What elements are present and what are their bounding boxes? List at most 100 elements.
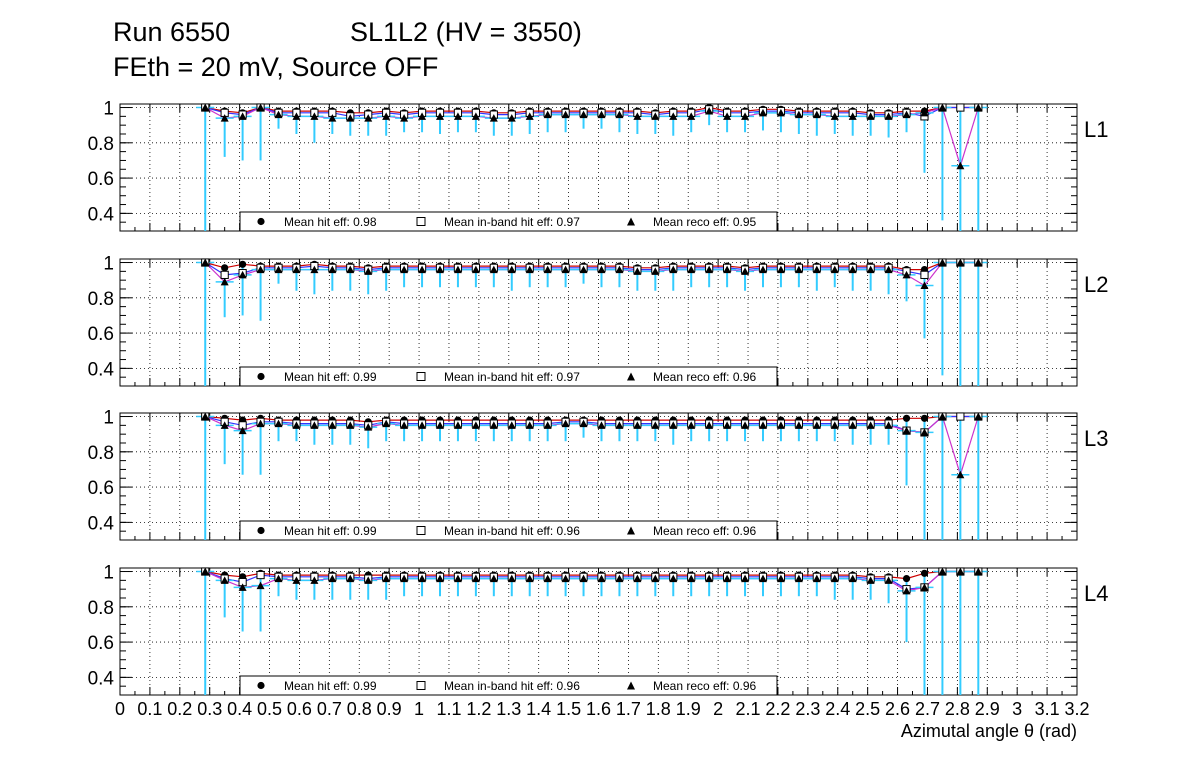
x-tick-label: 1.1	[436, 699, 461, 719]
reco-eff-point	[561, 265, 570, 274]
reco-eff-point	[489, 114, 498, 122]
legend-reco-marker	[627, 217, 635, 226]
legend-hit-label: Mean hit eff: 0.99	[284, 679, 377, 693]
reco-eff-point	[489, 421, 498, 429]
inband-eff-line	[204, 261, 979, 276]
x-tick-label: 2.5	[855, 699, 880, 719]
reco-eff-point	[453, 574, 462, 583]
reco-eff-point	[201, 567, 210, 576]
y-tick-label: 0.8	[88, 289, 114, 310]
reco-eff-point	[902, 586, 911, 595]
legend-reco-label: Mean reco eff: 0.95	[653, 215, 757, 229]
reco-eff-point	[884, 421, 893, 429]
reco-eff-point	[471, 112, 480, 120]
reco-eff-point	[364, 423, 373, 431]
x-axis-label: Azimutal angle θ (rad)	[901, 721, 1077, 741]
reco-eff-point	[453, 265, 462, 274]
x-tick-label: 0.1	[137, 699, 162, 719]
reco-eff-point	[974, 567, 983, 576]
reco-eff-point	[346, 114, 355, 122]
legend-reco-marker	[627, 372, 635, 381]
reco-eff-point	[220, 277, 229, 286]
legend-inband-marker	[416, 217, 426, 226]
reco-eff-point	[382, 265, 391, 274]
reco-eff-point	[238, 270, 247, 279]
inband-eff-point	[220, 270, 229, 279]
y-tick-label: 1	[103, 254, 114, 275]
reco-eff-point	[346, 265, 355, 274]
reco-eff-point	[884, 265, 893, 274]
reco-eff-point	[328, 114, 337, 122]
reco-eff-point	[920, 583, 929, 591]
reco-eff-point	[471, 421, 480, 429]
hit-eff-point	[920, 414, 929, 422]
reco-eff-point	[938, 412, 947, 421]
x-tick-label: 1.3	[496, 699, 521, 719]
reco-eff-point	[256, 581, 265, 590]
reco-eff-point	[256, 103, 265, 112]
reco-eff-point	[543, 421, 552, 429]
inband-eff-point	[956, 412, 965, 421]
hit-eff-point	[221, 264, 229, 272]
reco-eff-point	[884, 112, 893, 120]
reco-eff-point	[633, 421, 642, 429]
reco-eff-point	[418, 112, 427, 120]
reco-eff-point	[310, 421, 319, 429]
legend-hit-label: Mean hit eff: 0.99	[284, 370, 377, 384]
reco-eff-point	[525, 574, 534, 583]
x-tick-label: 1	[414, 699, 424, 719]
y-tick-label: 0.4	[88, 513, 115, 534]
reco-eff-point	[561, 419, 570, 428]
reco-eff-point	[310, 112, 319, 120]
panel-l3: 0.4 0.6 0.8 1 L3 Mean hit eff: 0.99 Mean in-ba…	[88, 408, 1108, 541]
inband-eff-point	[920, 270, 929, 279]
x-tick-label: 2.3	[795, 699, 820, 719]
reco-eff-point	[651, 112, 660, 120]
x-tick-label: 2.2	[765, 699, 790, 719]
reco-eff-point	[830, 112, 839, 120]
reco-eff-point	[758, 574, 767, 583]
x-tick-label: 3.2	[1064, 699, 1089, 719]
reco-eff-point	[741, 267, 750, 275]
reco-eff-point	[525, 421, 534, 429]
reco-eff-point	[220, 114, 229, 122]
reco-eff-point	[956, 258, 965, 267]
x-tick-label: 1.8	[646, 699, 671, 719]
reco-eff-point	[471, 574, 480, 583]
x-tick-label: 0.6	[287, 699, 312, 719]
legend: Mean hit eff: 0.98 Mean in-band hit eff: …	[239, 211, 778, 232]
reco-eff-point	[687, 265, 696, 274]
reco-eff-point	[669, 265, 678, 274]
y-tick-label: 0.8	[88, 443, 114, 464]
reco-eff-point	[758, 265, 767, 274]
reco-eff-point	[938, 258, 947, 267]
reco-eff-point	[274, 265, 283, 274]
legend-box	[239, 366, 778, 387]
reco-eff-point	[238, 112, 247, 120]
inband-eff-point	[956, 103, 965, 112]
x-tick-label: 1.6	[586, 699, 611, 719]
x-tick-label: 1.7	[616, 699, 641, 719]
y-tick-label: 0.4	[88, 204, 115, 225]
reco-eff-point	[651, 574, 660, 583]
x-tick-label: 1.9	[676, 699, 701, 719]
reco-eff-point	[256, 419, 265, 428]
reco-eff-point	[830, 265, 839, 274]
x-tick-label: 0.2	[167, 699, 192, 719]
reco-eff-point	[418, 265, 427, 274]
reco-eff-point	[920, 428, 929, 436]
x-tick-label: 1.5	[556, 699, 581, 719]
reco-eff-point	[669, 574, 678, 583]
reco-eff-point	[776, 574, 785, 583]
reco-eff-point	[776, 108, 785, 117]
y-tick-label: 1	[103, 99, 114, 120]
reco-eff-point	[543, 265, 552, 274]
legend-inband-label: Mean in-band hit eff: 0.97	[444, 370, 580, 384]
reco-eff-point	[830, 421, 839, 429]
x-tick-label: 0.8	[347, 699, 372, 719]
reco-eff-point	[705, 107, 714, 115]
reco-eff-point	[866, 112, 875, 120]
reco-eff-point	[615, 421, 624, 429]
reco-eff-point	[274, 419, 283, 428]
panel-label: L4	[1084, 581, 1108, 606]
